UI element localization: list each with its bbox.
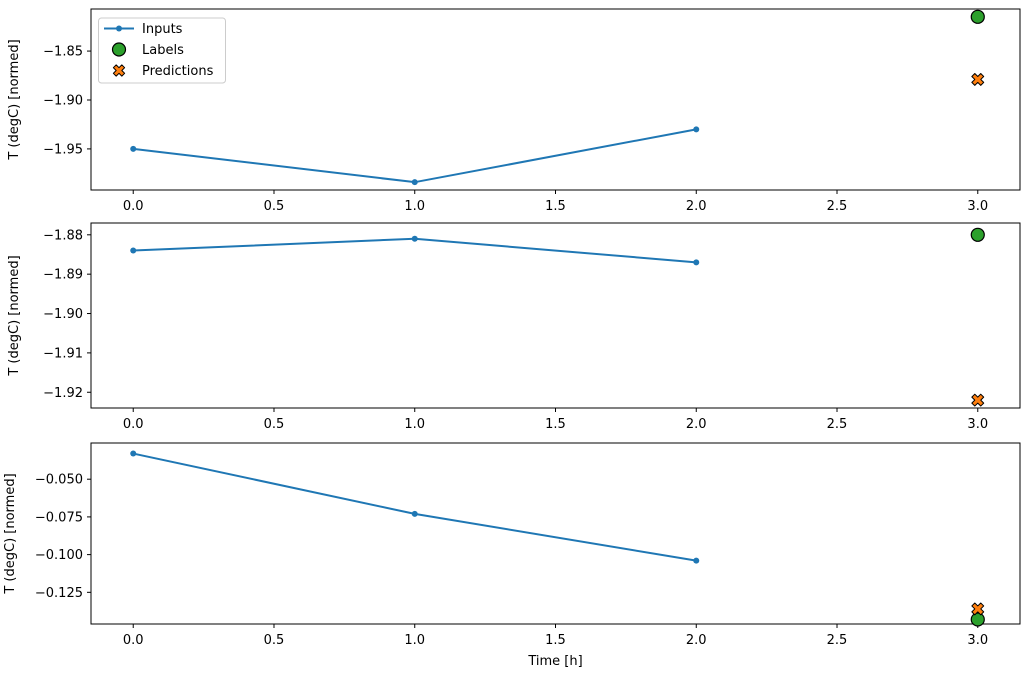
inputs-marker: [693, 259, 700, 266]
x-tick-label: 2.5: [827, 633, 848, 648]
y-axis-label: T (degC) [normed]: [7, 39, 22, 160]
labels-marker: [970, 227, 985, 242]
legend-circle-sample: [111, 42, 127, 57]
legend-item-inputs: Inputs: [104, 22, 183, 37]
y-tick-label: −0.075: [35, 510, 83, 525]
x-tick-label: 3.0: [967, 633, 988, 648]
inputs-marker: [411, 179, 418, 186]
x-tick-label: 0.0: [123, 633, 144, 648]
inputs-marker: [693, 126, 700, 133]
x-tick-label: 0.5: [264, 417, 285, 432]
y-tick-label: −1.85: [43, 45, 83, 60]
y-tick-label: −1.92: [43, 386, 83, 401]
inputs-marker: [411, 235, 418, 242]
inputs-marker: [130, 247, 137, 254]
x-tick-label: 1.0: [404, 633, 425, 648]
legend-label: Labels: [142, 43, 184, 58]
x-tick-label: 0.0: [123, 417, 144, 432]
inputs-marker: [693, 557, 700, 564]
plot-frame: [90, 442, 1021, 625]
x-tick-label: 0.5: [264, 199, 285, 214]
y-axis-label: T (degC) [normed]: [7, 255, 22, 376]
y-tick-label: −1.90: [43, 93, 83, 108]
legend-item-labels: Labels: [111, 42, 184, 58]
y-tick-label: −1.91: [43, 346, 83, 361]
y-tick-label: −1.88: [43, 228, 83, 243]
x-tick-label: 2.5: [827, 417, 848, 432]
subplot-2: 0.0 0.5 1.0 1.5 2.0 2.5 3.0 −1.88 −1.89 −1.90 −1.9…: [7, 222, 1021, 432]
x-tick-label: 1.5: [545, 633, 566, 648]
x-tick-label: 2.5: [827, 199, 848, 214]
y-tick-label: −1.95: [43, 142, 83, 157]
legend-dot-sample: [116, 25, 122, 32]
legend-label: Inputs: [142, 22, 183, 37]
inputs-marker: [130, 450, 137, 457]
x-tick-label: 1.5: [545, 199, 566, 214]
predictions-marker: [971, 73, 985, 86]
labels-marker: [970, 612, 985, 627]
y-tick-label: −1.90: [43, 307, 83, 322]
predictions-marker: [971, 393, 985, 407]
legend: Inputs Labels Predictions: [98, 17, 226, 84]
labels-marker: [970, 9, 985, 24]
x-tick-label: 3.0: [967, 417, 988, 432]
x-tick-label: 1.5: [545, 417, 566, 432]
x-tick-label: 0.5: [264, 633, 285, 648]
y-tick-label: −0.050: [35, 473, 83, 488]
legend-x-sample: [112, 64, 126, 77]
x-tick-label: 0.0: [123, 199, 144, 214]
legend-item-predictions: Predictions: [112, 64, 214, 79]
legend-box: [98, 17, 226, 84]
plot-frame: [90, 222, 1021, 409]
y-tick-label: −0.125: [35, 586, 83, 601]
plot-frame: [90, 8, 1021, 191]
y-axis-label: T (degC) [normed]: [3, 473, 18, 594]
x-tick-label: 1.0: [404, 199, 425, 214]
x-tick-label: 3.0: [967, 199, 988, 214]
subplot-1: 0.0 0.5 1.0 1.5 2.0 2.5 3.0 −1.85 −1.90 −1.95 T (d…: [7, 8, 1021, 214]
x-tick-label: 1.0: [404, 417, 425, 432]
inputs-marker: [130, 145, 137, 152]
subplot-3: 0.0 0.5 1.0 1.5 2.0 2.5 3.0 −0.050 −0.075 −0.100 −…: [3, 442, 1021, 648]
legend-label: Predictions: [142, 64, 214, 79]
x-axis-label: Time [h]: [527, 654, 582, 669]
predictions-marker: [971, 602, 985, 616]
x-tick-label: 2.0: [686, 633, 707, 648]
x-tick-label: 2.0: [686, 199, 707, 214]
y-tick-label: −1.89: [43, 268, 83, 283]
x-tick-label: 2.0: [686, 417, 707, 432]
inputs-marker: [411, 510, 418, 517]
y-tick-label: −0.100: [35, 548, 83, 563]
